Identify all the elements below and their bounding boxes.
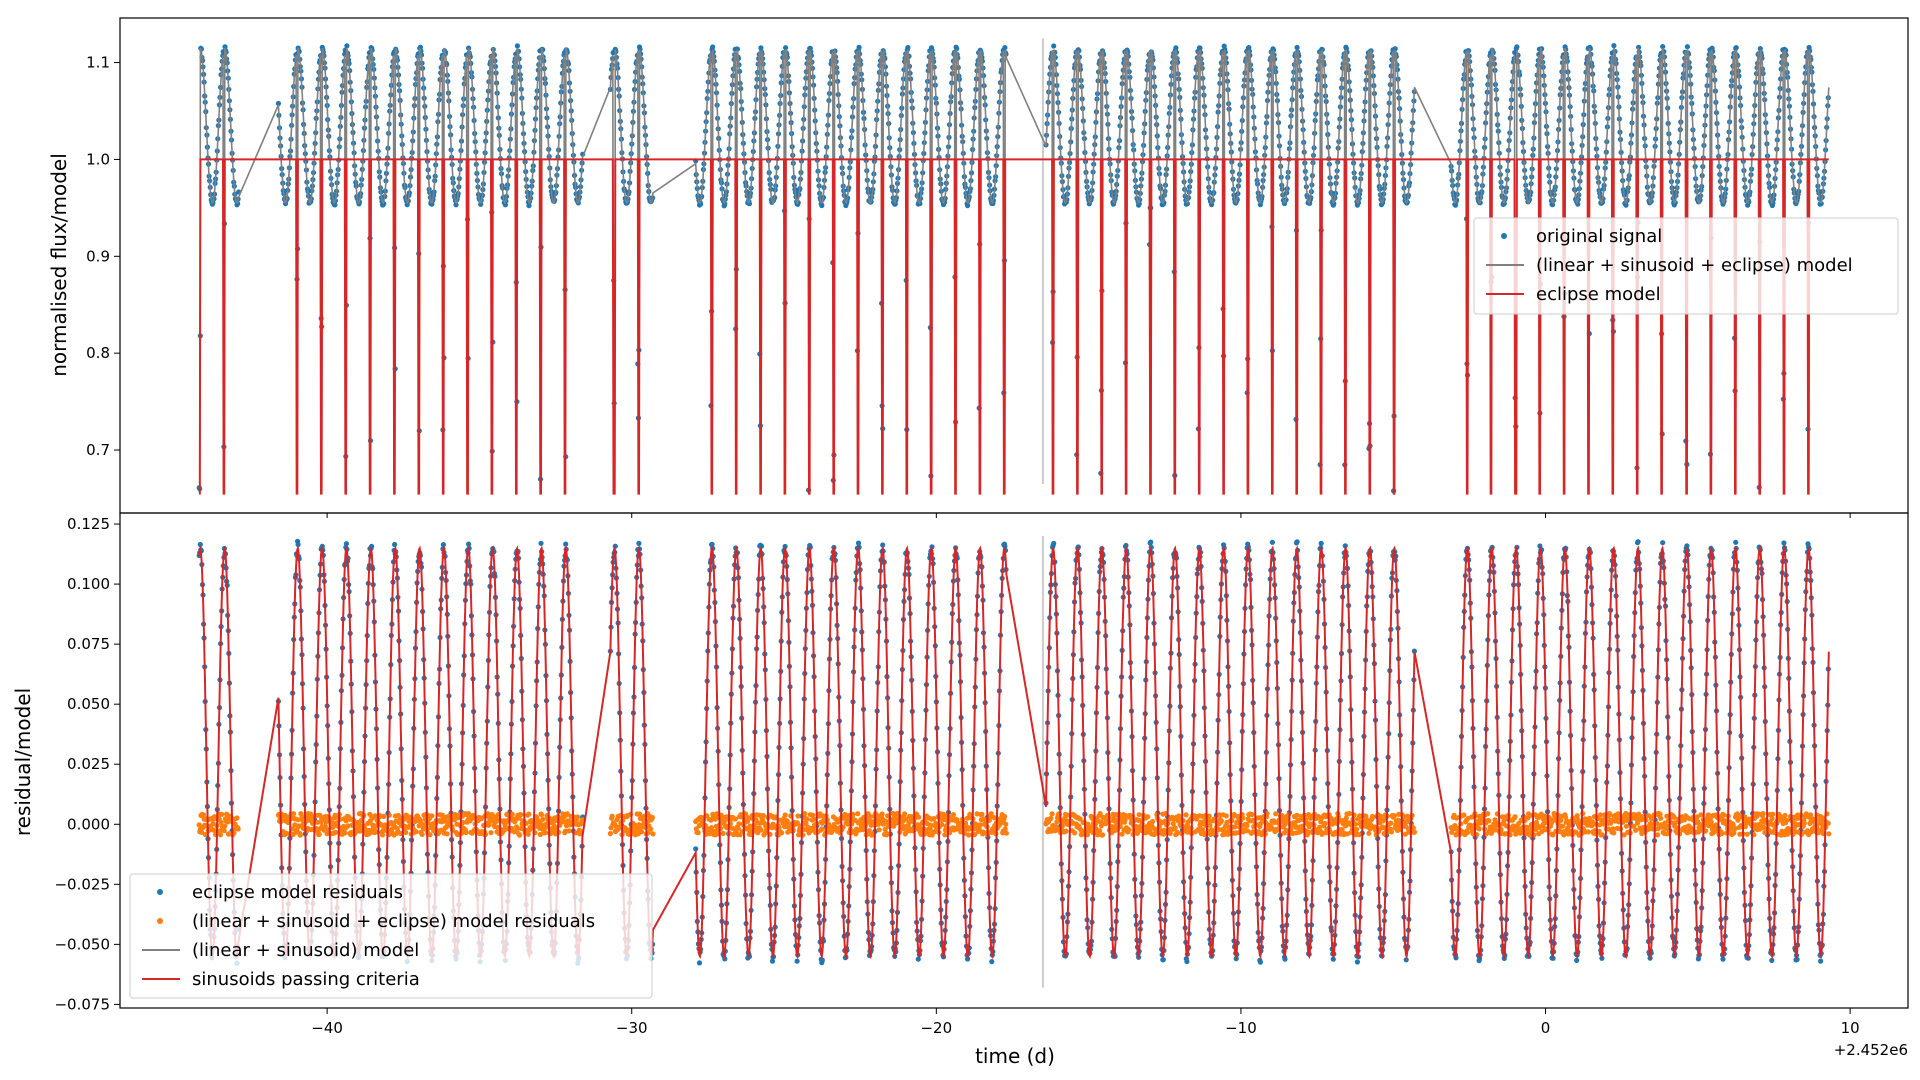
eclipse-residual-point: [392, 541, 398, 548]
eclipse-residual-point: [563, 541, 569, 547]
eclipse-residual-point: [1294, 539, 1300, 545]
top-y-axis-label: normalised flux/model: [47, 153, 71, 377]
top-eclipse-model-line: [198, 158, 1829, 495]
original-signal-point: [1733, 45, 1739, 51]
original-signal-point: [1197, 45, 1203, 51]
original-signal-point: [819, 202, 825, 209]
original-signal-point: [453, 202, 459, 208]
original-signal-point: [1549, 202, 1556, 208]
eclipse-residual-point: [1635, 539, 1641, 545]
top-y-tick-label: 1.0: [86, 150, 110, 168]
eclipse-residual-point: [1148, 539, 1154, 545]
top-plot-data: [196, 38, 1831, 495]
top-panel: 0.7 0.8 0.9 1.0 1.1 normalised flux/model or…: [47, 17, 1909, 518]
original-signal-point: [783, 45, 789, 51]
eclipse-residual-point: [343, 541, 349, 547]
original-signal-point: [1209, 202, 1215, 208]
top-legend: original signal (linear + sinusoid + ecli…: [1473, 217, 1899, 315]
original-signal-point: [734, 46, 741, 52]
eclipse-residual-point: [1051, 540, 1057, 547]
original-signal-point: [1611, 43, 1617, 49]
original-signal-point: [954, 45, 960, 52]
original-signal-point: [1173, 45, 1179, 51]
bottom-panel: −0.075−0.050−0.0250.0000.0250.0500.0750.…: [11, 512, 1909, 1037]
top-y-tick-label: 0.9: [86, 247, 110, 265]
original-signal-point: [1051, 43, 1057, 49]
top-legend-entry: eclipse model: [1536, 284, 1661, 305]
original-signal-point: [637, 46, 643, 52]
eclipse-residual-point: [538, 540, 544, 546]
eclipse-residual-point: [1403, 957, 1409, 963]
original-signal-point: [1392, 46, 1398, 52]
original-signal-point: [526, 203, 532, 209]
top-y-tick-label: 0.8: [86, 344, 110, 362]
eclipse-residual-point: [1184, 958, 1190, 965]
top-legend-entry: original signal: [1536, 226, 1662, 247]
original-signal-point: [514, 43, 521, 49]
original-signal-point: [275, 100, 281, 107]
original-signal-point: [502, 202, 508, 208]
top-y-tick-label: 0.7: [86, 441, 110, 459]
original-signal-point: [1294, 44, 1300, 51]
eclipse-residual-point: [1354, 959, 1360, 965]
eclipse-residual-point: [1574, 957, 1580, 964]
original-signal-point: [1002, 45, 1008, 51]
eclipse-residual-point: [989, 959, 995, 965]
eclipse-residual-point: [693, 846, 699, 852]
original-signal-point: [332, 202, 338, 208]
original-signal-point: [710, 44, 716, 50]
eclipse-residual-point: [636, 540, 642, 547]
eclipse-residual-point: [1318, 540, 1324, 547]
original-signal-point: [905, 45, 911, 51]
eclipse-residual-point: [794, 958, 800, 964]
eclipse-residual-point: [440, 542, 446, 548]
eclipse-residual-point: [696, 960, 703, 966]
original-signal-point: [965, 203, 971, 209]
top-y-tick-label: 1.1: [86, 54, 110, 72]
eclipse-residual-point: [1269, 539, 1275, 545]
original-signal-point: [856, 44, 862, 51]
eclipse-residual-point: [197, 541, 203, 548]
original-signal-point: [1684, 44, 1690, 50]
eclipse-residual-point: [1257, 959, 1263, 965]
original-signal-point: [1514, 44, 1520, 50]
top-legend-entry: (linear + sinusoid + eclipse) model: [1536, 255, 1853, 276]
top-legend-marker: [1501, 233, 1507, 239]
original-signal-point: [344, 43, 350, 49]
